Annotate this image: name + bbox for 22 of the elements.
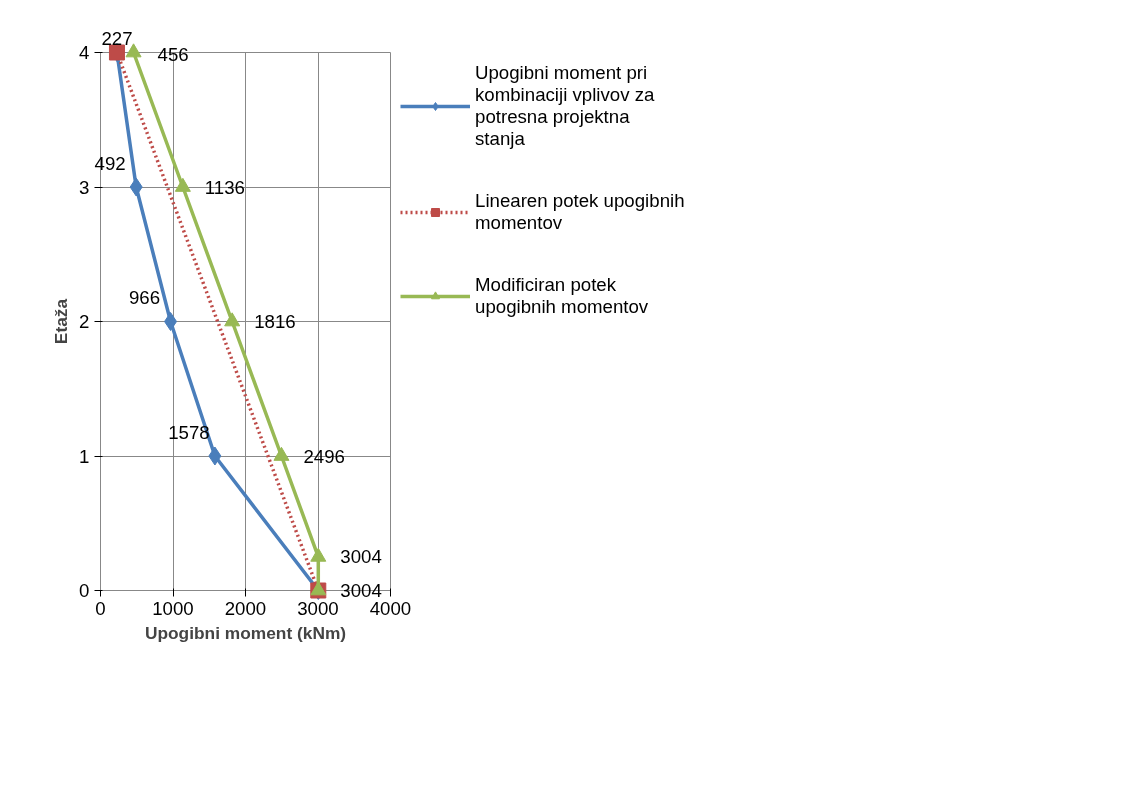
y-tick-label: 0 — [79, 580, 90, 601]
y-tick-label: 4 — [79, 42, 90, 63]
annotation: 3004 — [340, 546, 382, 568]
legend-label: Upogibni moment pri kombinaciji vplivov za potresna projektna stanja — [475, 62, 655, 150]
y-tick-label: 3 — [79, 176, 90, 198]
annotation: 227 — [101, 28, 133, 49]
annotation: 966 — [128, 287, 161, 308]
legend-label: Modificiran potek upogibnih momentov — [475, 274, 649, 318]
x-tick-label: 1000 — [152, 597, 194, 619]
y-axis-title: Etaža — [51, 298, 72, 345]
x-axis-title: Upogibni moment (kNm) — [144, 622, 347, 643]
x-tick-label: 0 — [95, 597, 106, 619]
annotation: 2496 — [303, 445, 345, 467]
y-tick-label: 1 — [79, 445, 90, 467]
x-tick-label: 2000 — [224, 597, 267, 619]
y-tick-label: 2 — [79, 311, 90, 332]
annotation: 456 — [157, 44, 189, 65]
annotation: 1816 — [254, 311, 296, 332]
x-tick-label: 3000 — [297, 597, 339, 619]
annotation: 1136 — [204, 176, 245, 198]
annotation: 492 — [94, 152, 126, 174]
legend-label: Linearen potek upogibnih momentov — [475, 190, 685, 234]
